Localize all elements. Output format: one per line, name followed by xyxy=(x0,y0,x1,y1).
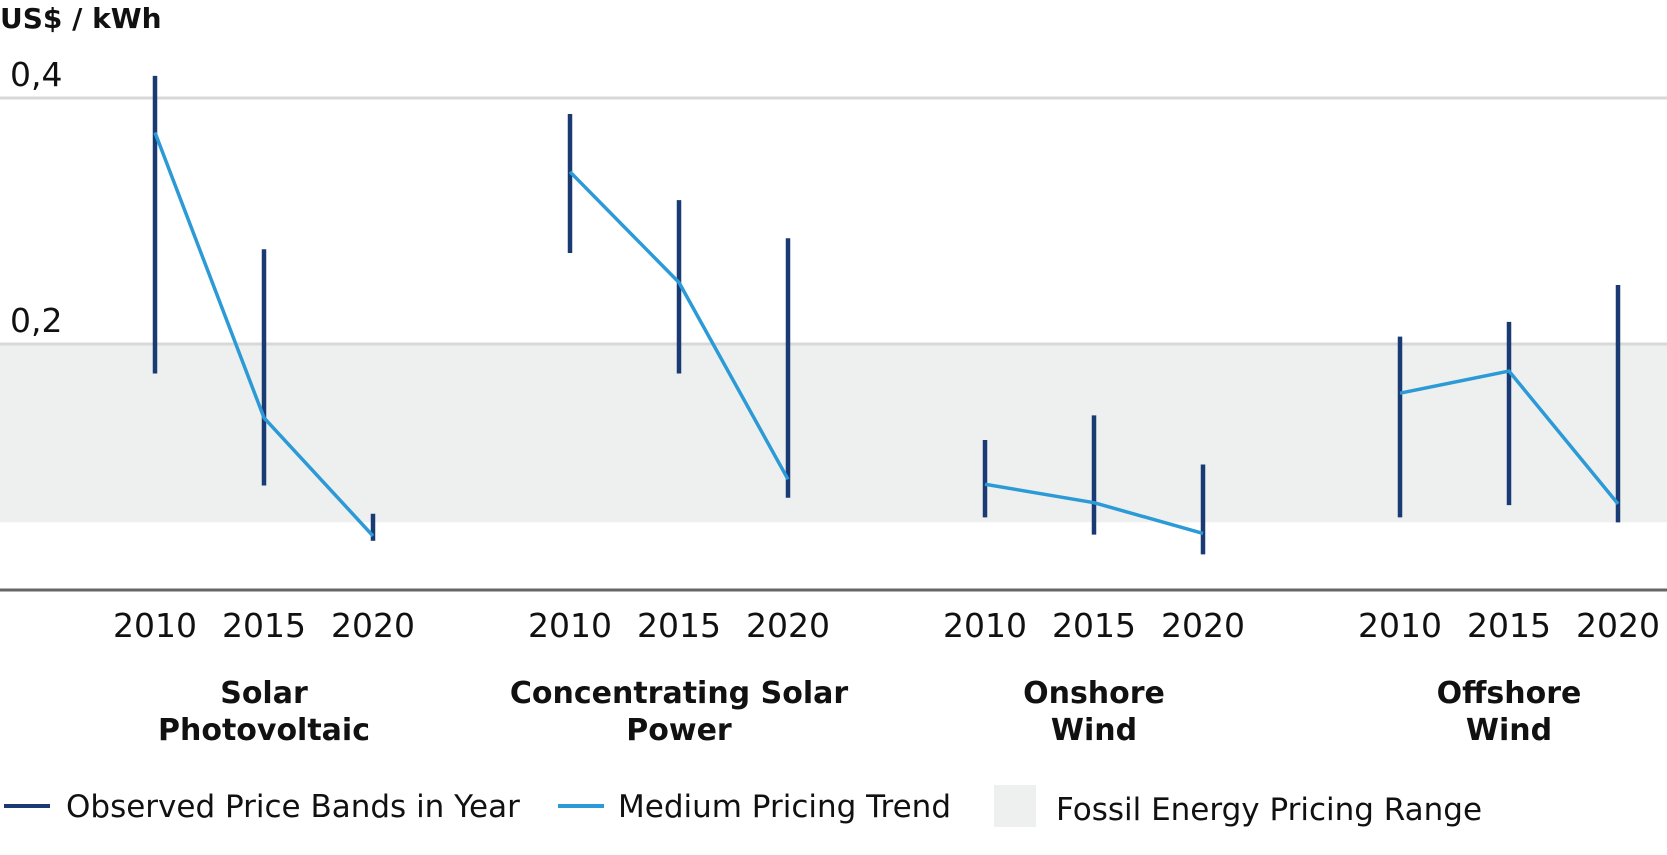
group-onshore-wind xyxy=(982,415,1206,555)
x-tick-label: 2015 xyxy=(1052,606,1136,645)
group-offshore-wind xyxy=(1397,284,1621,523)
trend-line xyxy=(153,131,375,538)
x-tick-label: 2020 xyxy=(1161,606,1245,645)
group-solar-photovoltaic xyxy=(152,75,376,541)
x-tick-label: 2015 xyxy=(222,606,306,645)
x-tick-label: 2010 xyxy=(113,606,197,645)
chart-marks xyxy=(152,75,1621,555)
legend-fossil-swatch xyxy=(994,785,1036,827)
group-label: Photovoltaic xyxy=(158,713,370,748)
x-tick-label: 2015 xyxy=(637,606,721,645)
x-tick-label: 2015 xyxy=(1467,606,1551,645)
legend-trend-label: Medium Pricing Trend xyxy=(618,789,951,825)
group-label: Wind xyxy=(1466,713,1552,748)
legend-fossil-label: Fossil Energy Pricing Range xyxy=(1056,792,1482,828)
legend-bands-label: Observed Price Bands in Year xyxy=(66,789,520,825)
group-label: Offshore xyxy=(1437,676,1582,711)
x-tick-label: 2020 xyxy=(331,606,415,645)
x-tick-label: 2020 xyxy=(746,606,830,645)
group-label: Onshore xyxy=(1023,676,1165,711)
legend: Observed Price Bands in Year Medium Pric… xyxy=(4,785,1482,828)
group-label: Power xyxy=(626,713,732,748)
x-tick-label: 2010 xyxy=(943,606,1027,645)
trend-line xyxy=(984,482,1204,536)
y-axis: US$ / kWh 0,4 0,2 xyxy=(0,2,162,340)
plot-background xyxy=(0,344,1667,523)
group-label: Wind xyxy=(1051,713,1137,748)
group-label: Concentrating Solar xyxy=(510,676,848,711)
y-axis-label: US$ / kWh xyxy=(0,2,162,35)
gridlines xyxy=(0,96,1667,592)
y-tick-label: 0,2 xyxy=(10,301,62,340)
x-tick-label: 2020 xyxy=(1576,606,1660,645)
trend-line xyxy=(568,170,790,481)
x-tick-label: 2010 xyxy=(1358,606,1442,645)
group-concentrating-solar-power xyxy=(567,113,791,498)
trend-line xyxy=(1399,369,1620,506)
fossil-range-band xyxy=(0,344,1667,523)
y-tick-label: 0,4 xyxy=(10,55,62,94)
group-label: Solar xyxy=(220,676,308,711)
x-tick-label: 2010 xyxy=(528,606,612,645)
